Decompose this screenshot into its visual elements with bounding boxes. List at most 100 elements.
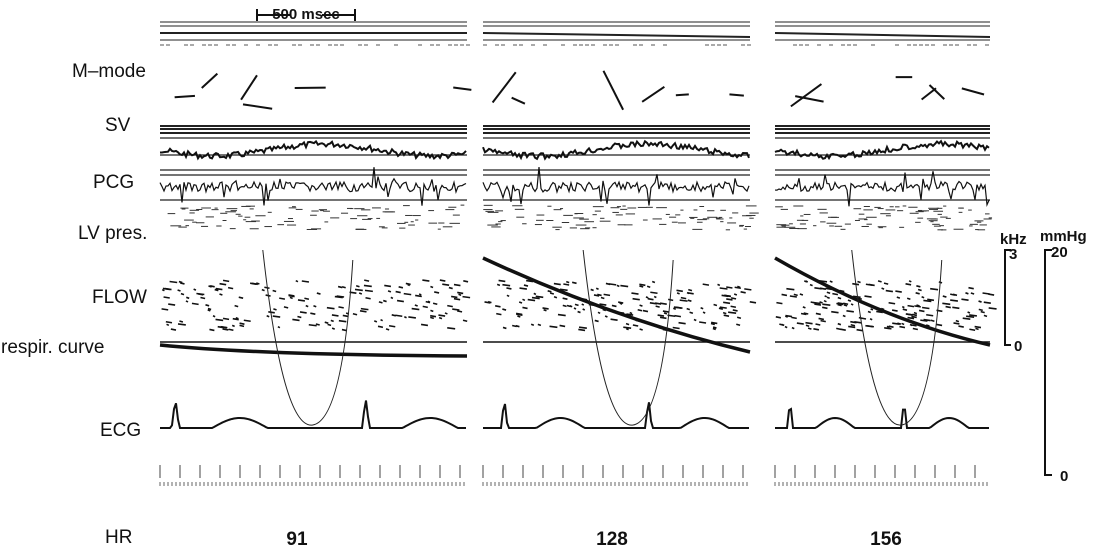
flow-signal xyxy=(860,317,867,320)
flow-signal xyxy=(918,309,925,313)
flow-signal xyxy=(869,318,873,321)
flow-signal xyxy=(916,304,920,307)
flow-signal xyxy=(837,322,842,326)
flow-signal xyxy=(295,279,299,283)
flow-signal xyxy=(923,299,932,303)
flow-signal xyxy=(888,301,896,305)
khz-scale xyxy=(1004,249,1011,346)
flow-signal xyxy=(186,296,190,300)
flow-signal xyxy=(867,310,872,314)
flow-signal xyxy=(901,305,905,309)
flow-signal xyxy=(453,283,461,287)
flow-signal xyxy=(222,279,230,283)
flow-signal xyxy=(819,301,823,304)
flow-signal xyxy=(854,320,862,324)
flow-signal xyxy=(734,286,741,290)
flow-signal xyxy=(422,305,428,309)
flow-signal xyxy=(165,320,173,324)
flow-signal xyxy=(506,294,510,298)
flow-signal xyxy=(662,310,670,313)
flow-signal xyxy=(170,328,177,331)
flow-signal xyxy=(837,303,842,307)
flow-signal xyxy=(911,315,917,319)
flow-signal xyxy=(522,298,526,302)
trace-label: LV pres. xyxy=(78,223,147,244)
flow-signal xyxy=(209,328,215,332)
flow-signal xyxy=(562,297,568,300)
flow-signal xyxy=(553,282,561,286)
flow-signal xyxy=(732,309,738,312)
flow-signal xyxy=(377,325,384,329)
flow-signal xyxy=(969,314,978,317)
flow-signal xyxy=(642,309,649,313)
flow-signal xyxy=(958,325,964,328)
flow-signal xyxy=(388,324,396,328)
flow-signal xyxy=(968,286,974,290)
flow-signal xyxy=(385,328,390,331)
flow-signal xyxy=(292,318,300,322)
flow-signal xyxy=(975,327,979,331)
flow-signal xyxy=(826,296,830,300)
flow-signal xyxy=(983,314,988,318)
flow-signal xyxy=(395,290,401,294)
flow-signal xyxy=(391,314,397,317)
flow-signal xyxy=(631,292,639,295)
scale-label: 20 xyxy=(1051,244,1068,261)
flow-signal xyxy=(970,292,975,295)
flow-signal xyxy=(578,328,586,332)
flow-signal xyxy=(942,295,947,298)
flow-signal xyxy=(542,307,549,310)
flow-signal xyxy=(200,296,206,300)
flow-signal xyxy=(843,304,848,307)
flow-signal xyxy=(457,310,463,313)
flow-signal xyxy=(547,290,552,293)
flow-signal xyxy=(451,295,458,299)
flow-signal xyxy=(616,284,620,288)
flow-signal xyxy=(883,282,889,285)
flow-signal xyxy=(301,280,310,283)
flow-signal xyxy=(659,316,667,320)
flow-signal xyxy=(197,293,204,296)
flow-signal xyxy=(974,325,982,329)
flow-signal xyxy=(832,292,839,296)
flow-signal xyxy=(680,296,687,300)
flow-signal xyxy=(326,306,335,310)
flow-signal xyxy=(327,323,332,327)
flow-signal xyxy=(921,296,925,299)
flow-signal xyxy=(826,291,831,295)
trace-label: PCG xyxy=(93,172,134,193)
flow-signal xyxy=(736,316,742,319)
flow-signal xyxy=(799,293,804,296)
flow-signal xyxy=(814,303,822,306)
flow-signal xyxy=(341,328,347,332)
flow-signal xyxy=(626,313,634,316)
flow-signal xyxy=(896,296,901,299)
flow-signal xyxy=(430,316,435,320)
flow-signal xyxy=(655,305,660,308)
flow-signal xyxy=(809,283,813,287)
flow-signal xyxy=(228,328,234,332)
flow-signal xyxy=(796,322,804,325)
flow-signal xyxy=(791,316,797,320)
flow-signal xyxy=(331,327,336,330)
flow-signal xyxy=(815,312,821,316)
flow-signal xyxy=(559,324,566,328)
flow-signal xyxy=(886,325,890,329)
flow-signal xyxy=(352,312,358,316)
flow-signal xyxy=(161,308,169,311)
scale-bar-label: 500 msec xyxy=(272,6,340,23)
flow-signal xyxy=(719,306,727,309)
hr-value: 128 xyxy=(596,529,628,550)
flow-signal xyxy=(884,327,892,330)
flow-signal xyxy=(415,294,422,298)
flow-signal xyxy=(659,302,667,305)
flow-signal xyxy=(639,304,643,307)
flow-signal xyxy=(563,283,570,286)
flow-signal xyxy=(268,311,275,314)
mmode-echo xyxy=(729,93,744,97)
flow-signal xyxy=(390,296,394,300)
flow-signal xyxy=(629,311,633,315)
flow-signal xyxy=(950,299,959,302)
flow-signal xyxy=(217,325,225,329)
flow-signal xyxy=(462,295,471,299)
